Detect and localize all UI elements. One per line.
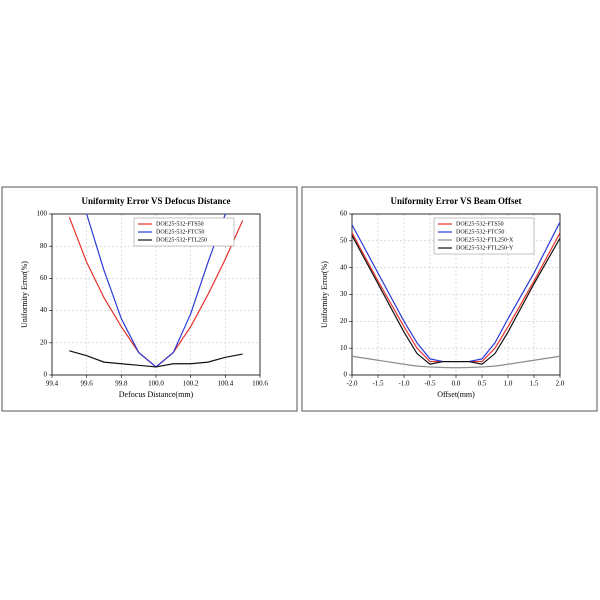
- chart-panel: Uniformity Error VS Beam Offset 0 10 20 30 40…: [301, 186, 598, 412]
- x-tick-label: -0.5: [424, 380, 436, 388]
- x-axis-label: Offset(mm): [437, 390, 475, 399]
- y-tick-label: 80: [40, 242, 48, 250]
- legend-label: DOE25-532-FTL250: [156, 237, 207, 243]
- y-axis-label: Uniformity Error(%): [20, 261, 29, 328]
- chart-title: Uniformity Error VS Defocus Distance: [82, 196, 231, 206]
- x-tick-label: 99.4: [46, 380, 59, 388]
- x-tick-label: 99.6: [81, 380, 94, 388]
- data-line: [351, 355, 561, 369]
- legend-label: DOE25-532-FTS50: [456, 221, 504, 227]
- y-tick-label: 50: [340, 236, 348, 244]
- x-tick-label: 0.0: [452, 380, 461, 388]
- x-tick-label: -1.0: [398, 380, 410, 388]
- y-tick-label: 30: [340, 290, 348, 298]
- x-tick-label: 1.0: [504, 380, 513, 388]
- legend-label: DOE25-532-FTL250-Y: [456, 245, 514, 251]
- x-tick-label: 100.4: [217, 380, 233, 388]
- legend-label: DOE25-532-FTC50: [156, 229, 204, 235]
- x-tick-label: 2.0: [556, 380, 565, 388]
- x-tick-label: 99.8: [115, 380, 128, 388]
- y-axis-label: Uniformity Error(%): [320, 261, 329, 328]
- chart-title: Uniformity Error VS Beam Offset: [391, 196, 522, 206]
- y-tick-label: 0: [44, 371, 48, 379]
- y-tick-label: 20: [340, 317, 348, 325]
- y-tick-label: 10: [340, 344, 348, 352]
- y-tick-label: 0: [344, 371, 348, 379]
- data-line: [351, 235, 561, 365]
- y-tick-label: 100: [37, 210, 48, 218]
- x-tick-label: -1.5: [372, 380, 384, 388]
- plot-frame: [351, 213, 561, 376]
- y-tick-label: 60: [40, 274, 48, 282]
- x-tick-label: 100.0: [148, 380, 164, 388]
- legend-label: DOE25-532-FTL250-X: [456, 237, 514, 243]
- x-axis-label: Defocus Distance(mm): [119, 390, 194, 399]
- x-tick-label: 1.5: [530, 380, 539, 388]
- y-tick-label: 40: [340, 263, 348, 271]
- plot-frame: [51, 213, 261, 376]
- x-tick-label: 100.6: [252, 380, 268, 388]
- x-tick-label: -2.0: [346, 380, 358, 388]
- legend-label: DOE25-532-FTC50: [456, 229, 504, 235]
- y-tick-label: 40: [40, 306, 48, 314]
- x-tick-label: 0.5: [478, 380, 487, 388]
- x-tick-label: 100.2: [183, 380, 199, 388]
- legend-label: DOE25-532-FTS50: [156, 221, 204, 227]
- y-tick-label: 60: [340, 210, 348, 218]
- y-tick-label: 20: [40, 338, 48, 346]
- chart-panel: Uniformity Error VS Defocus Distance 0 20 4…: [1, 186, 298, 412]
- data-line: [69, 350, 243, 368]
